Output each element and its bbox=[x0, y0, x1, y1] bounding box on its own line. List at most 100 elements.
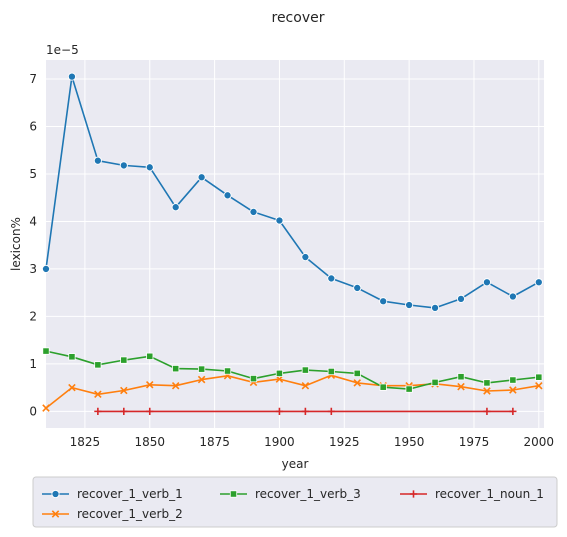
y-tick-label: 0 bbox=[29, 404, 37, 418]
legend-item: recover_1_noun_1 bbox=[400, 487, 544, 501]
data-point bbox=[301, 381, 310, 390]
data-point bbox=[249, 207, 258, 216]
data-point bbox=[275, 216, 284, 225]
data-point bbox=[483, 379, 491, 387]
x-tick-label: 1900 bbox=[264, 435, 295, 449]
legend-label: recover_1_verb_3 bbox=[255, 487, 361, 501]
legend-label: recover_1_verb_1 bbox=[77, 487, 183, 501]
data-point bbox=[456, 294, 466, 303]
series-recover_1_verb_1 bbox=[41, 72, 543, 312]
x-tick-label: 1975 bbox=[459, 435, 490, 449]
data-point bbox=[120, 386, 128, 395]
data-point bbox=[405, 385, 413, 393]
data-point bbox=[146, 352, 154, 360]
y-tick-labels: 0 1 2 3 4 5 6 7 bbox=[29, 72, 37, 418]
data-point bbox=[327, 274, 336, 283]
data-point bbox=[509, 386, 517, 394]
data-point bbox=[301, 253, 310, 262]
x-tick-label: 1875 bbox=[199, 435, 230, 449]
series-recover_1_noun_1 bbox=[94, 407, 517, 415]
legend-label: recover_1_noun_1 bbox=[435, 487, 544, 501]
data-point bbox=[223, 367, 232, 375]
data-point bbox=[120, 407, 128, 415]
y-tick-label: 2 bbox=[29, 309, 37, 323]
data-point bbox=[482, 278, 491, 287]
legend: recover_1_verb_1 recover_1_verb_2 recover_… bbox=[32, 476, 558, 528]
data-point bbox=[509, 376, 517, 384]
data-point bbox=[431, 303, 440, 312]
data-point bbox=[249, 375, 258, 383]
data-point bbox=[327, 367, 335, 376]
y-tick-label: 7 bbox=[29, 72, 37, 86]
y-tick-label: 4 bbox=[29, 214, 37, 228]
data-point bbox=[146, 407, 154, 415]
data-point bbox=[275, 369, 284, 377]
legend-marker bbox=[409, 490, 418, 498]
legend-item: recover_1_verb_2 bbox=[42, 507, 183, 521]
data-point bbox=[535, 381, 543, 390]
series-line bbox=[45, 374, 539, 409]
data-point bbox=[275, 407, 284, 415]
data-point bbox=[68, 383, 76, 392]
data-point bbox=[119, 161, 128, 170]
x-tick-label: 1850 bbox=[134, 435, 165, 449]
data-point bbox=[172, 365, 180, 373]
series-recover_1_verb_3 bbox=[42, 347, 543, 393]
y-axis-label: lexicon% bbox=[9, 217, 23, 271]
data-point bbox=[42, 404, 50, 412]
data-point bbox=[145, 381, 154, 389]
plot-area bbox=[46, 60, 544, 428]
series-line bbox=[45, 350, 539, 390]
data-point bbox=[41, 264, 51, 273]
data-point bbox=[120, 356, 128, 364]
data-point bbox=[379, 297, 388, 306]
data-point bbox=[379, 383, 387, 391]
legend-marker bbox=[229, 490, 238, 498]
y-tick-label: 1 bbox=[29, 357, 37, 371]
data-point bbox=[353, 369, 361, 377]
grid bbox=[46, 60, 544, 428]
x-tick-labels: 1825 1850 1875 1900 1925 1950 1975 2000 bbox=[70, 435, 554, 449]
data-point bbox=[405, 300, 414, 310]
data-point bbox=[94, 407, 102, 415]
data-point bbox=[353, 283, 362, 292]
data-point bbox=[353, 379, 362, 387]
series-line bbox=[45, 75, 540, 309]
x-tick-label: 1925 bbox=[329, 435, 360, 449]
data-point bbox=[94, 390, 102, 399]
data-point bbox=[197, 173, 206, 182]
legend-marker bbox=[51, 510, 60, 518]
data-point bbox=[171, 203, 180, 212]
legend-item: recover_1_verb_3 bbox=[220, 487, 361, 501]
legend-label: recover_1_verb_2 bbox=[77, 507, 183, 521]
legend-item: recover_1_verb_1 bbox=[42, 487, 183, 501]
data-point bbox=[508, 292, 517, 301]
y-tick-label: 3 bbox=[29, 262, 37, 276]
x-tick-label: 1825 bbox=[70, 435, 101, 449]
legend-frame bbox=[32, 476, 558, 528]
y-scale-note: 1e−5 bbox=[46, 43, 79, 57]
data-point bbox=[509, 407, 517, 415]
data-point bbox=[457, 382, 465, 391]
data-point bbox=[301, 407, 309, 415]
data-point bbox=[68, 353, 76, 361]
data-point bbox=[431, 378, 439, 387]
legend-marker bbox=[51, 489, 60, 499]
y-tick-label: 6 bbox=[29, 119, 37, 133]
series-layer bbox=[41, 72, 543, 415]
data-point bbox=[93, 156, 102, 165]
data-point bbox=[171, 381, 180, 390]
x-tick-label: 1950 bbox=[394, 435, 425, 449]
data-point bbox=[457, 373, 465, 381]
data-point bbox=[327, 407, 335, 415]
data-point bbox=[94, 361, 102, 369]
y-tick-label: 5 bbox=[29, 167, 37, 181]
data-point bbox=[197, 375, 206, 384]
data-point bbox=[67, 72, 76, 81]
data-point bbox=[483, 407, 491, 415]
data-point bbox=[534, 278, 543, 287]
data-point bbox=[483, 387, 491, 395]
data-point bbox=[198, 365, 206, 373]
data-point bbox=[42, 347, 50, 355]
